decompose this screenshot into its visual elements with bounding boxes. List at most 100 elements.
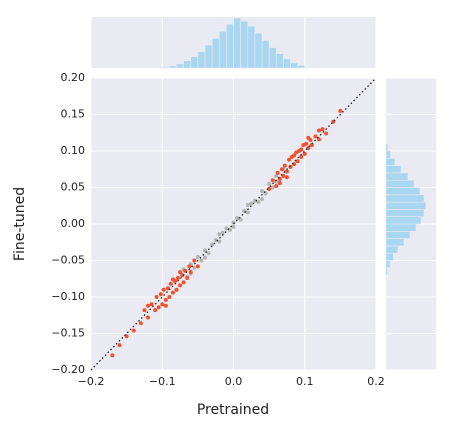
- histogram-bar: [218, 30, 227, 69]
- scatter-point: [206, 251, 211, 256]
- x-tick-label: 0.1: [296, 375, 314, 388]
- x-tick-label: −0.2: [78, 375, 105, 388]
- scatter-point: [195, 264, 200, 269]
- histogram-bar: [385, 238, 405, 247]
- y-tick-label: 0.00: [61, 217, 86, 230]
- scatter-point: [245, 203, 250, 208]
- scatter-point: [292, 153, 297, 158]
- scatter-point: [163, 303, 168, 308]
- histogram-bar: [385, 187, 421, 196]
- scatter-point: [275, 170, 280, 175]
- scatter-point: [210, 242, 215, 247]
- histogram-bar: [385, 209, 425, 217]
- histogram-bar: [385, 252, 394, 261]
- scatter-point: [256, 200, 261, 205]
- histogram-bar: [211, 38, 220, 69]
- scatter-point: [158, 292, 163, 297]
- x-tick-label: 0.2: [367, 375, 385, 388]
- scatter-point: [142, 308, 147, 313]
- scatter-point: [267, 186, 272, 191]
- scatter-point: [270, 178, 275, 183]
- scatter-point: [168, 281, 173, 286]
- scatter-point: [146, 303, 150, 308]
- scatter-point: [192, 258, 197, 263]
- y-tick-label: −0.10: [51, 290, 85, 303]
- scatter-point: [302, 151, 307, 156]
- scatter-point: [287, 157, 292, 162]
- scatter-point: [235, 216, 240, 221]
- histogram-bar: [385, 223, 417, 232]
- histogram-bar: [385, 143, 389, 152]
- scatter-point: [274, 184, 279, 189]
- scatter-point: [299, 147, 304, 152]
- scatter-point: [138, 321, 143, 326]
- scatter-point: [195, 254, 200, 259]
- scatter-point: [217, 232, 222, 237]
- scatter-point: [131, 328, 136, 333]
- scatter-point: [304, 141, 309, 146]
- histogram-bar: [240, 20, 249, 69]
- histogram-bar: [176, 63, 184, 69]
- scatter-point: [188, 270, 193, 275]
- scatter-point: [185, 276, 190, 281]
- histogram-bar: [385, 201, 427, 210]
- histogram-bar: [226, 23, 234, 69]
- scatter-point: [338, 108, 343, 113]
- scatter-point: [220, 230, 225, 235]
- scatter-point: [279, 167, 284, 172]
- histogram-bar: [385, 245, 399, 254]
- histogram-bar: [385, 165, 402, 174]
- y-tick-label: −0.15: [51, 327, 85, 340]
- y-tick-label: −0.20: [51, 363, 85, 376]
- histogram-bar: [385, 150, 391, 159]
- histogram-bar: [190, 56, 199, 69]
- histogram-bar: [169, 65, 177, 69]
- y-tick-label: 0.20: [61, 71, 86, 84]
- scatter-point: [231, 224, 236, 229]
- scatter-point: [260, 197, 264, 202]
- histogram-bar: [385, 216, 422, 225]
- scatter-point: [217, 239, 222, 244]
- scatter-point: [154, 295, 159, 299]
- scatter-point: [163, 297, 168, 302]
- histogram-bar: [275, 53, 284, 69]
- scatter-point: [178, 270, 183, 275]
- scatter-point: [160, 302, 165, 307]
- scatter-point: [284, 169, 289, 174]
- scatter-point: [284, 175, 289, 180]
- histogram-bar: [385, 194, 425, 203]
- histogram-bar: [254, 33, 263, 69]
- histogram-bar: [385, 172, 409, 181]
- scatter-point: [175, 276, 180, 281]
- scatter-point: [299, 154, 304, 159]
- scatter-point: [320, 127, 325, 132]
- scatter-point: [309, 143, 314, 148]
- scatter-point: [156, 305, 161, 310]
- scatter-point: [192, 265, 197, 270]
- scatter-point: [295, 159, 300, 164]
- histogram-bar: [290, 62, 298, 69]
- histogram-bar: [268, 47, 277, 69]
- scatter-point: [277, 181, 282, 186]
- scatter-point: [110, 353, 115, 358]
- scatter-point: [187, 264, 192, 269]
- histogram-bar: [197, 51, 206, 69]
- scatter-point: [267, 181, 272, 186]
- histogram-bar: [385, 260, 391, 269]
- scatter-point: [317, 128, 321, 133]
- histogram-bar: [204, 44, 213, 69]
- scatter-point: [170, 277, 175, 282]
- y-tick-label: −0.05: [51, 254, 85, 267]
- histogram-bar: [261, 40, 270, 69]
- scatter-point: [180, 273, 185, 278]
- y-tick-label: 0.15: [61, 108, 86, 121]
- scatter-point: [153, 308, 158, 313]
- scatter-point: [270, 185, 275, 190]
- scatter-point: [181, 280, 186, 285]
- identity-line: [90, 77, 377, 371]
- scatter-point: [313, 134, 318, 139]
- x-tick-label: 0.0: [225, 375, 243, 388]
- x-tick-label: −0.1: [149, 375, 176, 388]
- y-tick-label: 0.05: [61, 181, 86, 194]
